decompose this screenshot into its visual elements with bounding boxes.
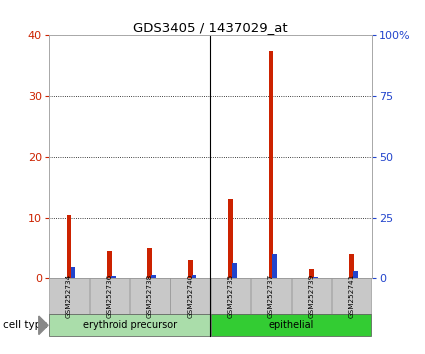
- FancyBboxPatch shape: [332, 279, 371, 314]
- Text: erythroid precursor: erythroid precursor: [82, 320, 177, 330]
- Bar: [111, 276, 116, 279]
- Bar: [228, 199, 233, 279]
- Bar: [313, 277, 317, 279]
- Text: cell type: cell type: [3, 320, 48, 330]
- Bar: [272, 254, 277, 279]
- Bar: [192, 275, 196, 279]
- Bar: [71, 268, 75, 279]
- Text: GSM252737: GSM252737: [268, 274, 274, 319]
- Bar: [232, 263, 237, 279]
- Bar: [269, 51, 273, 279]
- FancyBboxPatch shape: [251, 279, 291, 314]
- Polygon shape: [39, 316, 48, 335]
- Bar: [349, 254, 354, 279]
- Bar: [107, 251, 112, 279]
- FancyBboxPatch shape: [49, 314, 210, 336]
- Bar: [188, 260, 193, 279]
- Text: GSM252739: GSM252739: [308, 274, 314, 319]
- FancyBboxPatch shape: [170, 279, 210, 314]
- Text: epithelial: epithelial: [269, 320, 314, 330]
- Text: GSM252734: GSM252734: [66, 274, 72, 319]
- Title: GDS3405 / 1437029_at: GDS3405 / 1437029_at: [133, 21, 288, 34]
- Bar: [353, 271, 358, 279]
- Bar: [151, 275, 156, 279]
- Text: GSM252740: GSM252740: [187, 274, 193, 319]
- FancyBboxPatch shape: [90, 279, 129, 314]
- Text: GSM252736: GSM252736: [106, 274, 113, 319]
- Bar: [309, 269, 314, 279]
- Text: GSM252735: GSM252735: [227, 274, 234, 319]
- Bar: [147, 248, 152, 279]
- FancyBboxPatch shape: [292, 279, 331, 314]
- Text: GSM252741: GSM252741: [348, 274, 355, 319]
- FancyBboxPatch shape: [49, 279, 89, 314]
- FancyBboxPatch shape: [130, 279, 170, 314]
- Text: GSM252738: GSM252738: [147, 274, 153, 319]
- FancyBboxPatch shape: [211, 314, 371, 336]
- FancyBboxPatch shape: [211, 279, 250, 314]
- Bar: [67, 215, 71, 279]
